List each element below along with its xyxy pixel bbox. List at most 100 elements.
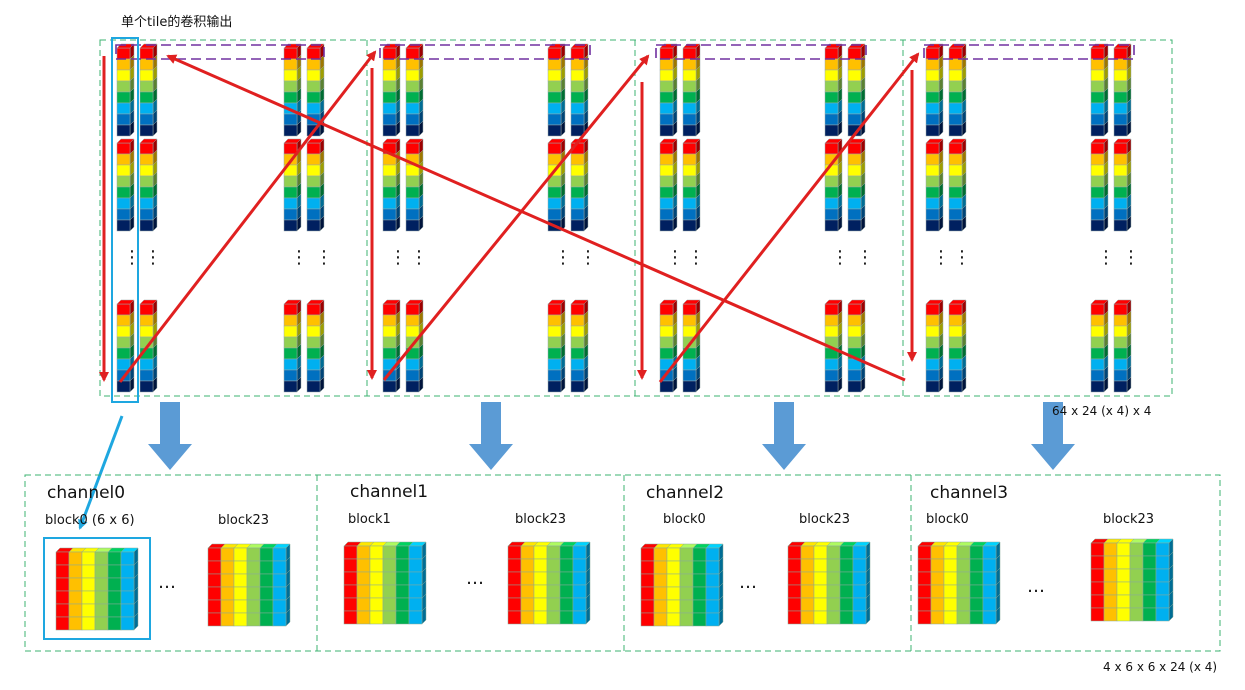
cube-face [116, 325, 131, 338]
cube-face [847, 380, 862, 393]
block-cell [679, 573, 694, 588]
cube-face [116, 102, 131, 115]
block-cell [969, 545, 984, 560]
cube-face [382, 47, 397, 60]
cube-face [824, 314, 839, 327]
cube-face [925, 380, 940, 393]
cube-face [847, 336, 862, 349]
bottom-dimension-label: 4 x 6 x 6 x 24 (x 4) [1103, 660, 1218, 674]
cube-face [925, 142, 940, 155]
block-cell [1116, 581, 1131, 596]
cube-face [306, 336, 321, 349]
cube-face [306, 91, 321, 104]
cube-face [682, 80, 697, 93]
cube-stack [824, 299, 843, 393]
block-cell [666, 586, 681, 601]
block-cell [813, 571, 828, 586]
cube-face [847, 102, 862, 115]
block-cell [956, 584, 971, 599]
block-cell [507, 610, 522, 625]
cube-top [283, 138, 302, 144]
block-cell [917, 558, 932, 573]
block-cell [1090, 542, 1105, 557]
cube-stack [948, 138, 967, 232]
cube-face [547, 314, 562, 327]
block-cell [787, 571, 802, 586]
block-cell [55, 603, 70, 618]
block-cell [839, 545, 854, 560]
cube-face [948, 80, 963, 93]
block-cell [233, 547, 248, 562]
cube-stack [682, 299, 701, 393]
row-marker [923, 44, 1135, 60]
cube-stack [547, 138, 566, 232]
cube-stack [547, 299, 566, 393]
vertical-ellipsis-group: ⋮ ⋮ ⋮ ⋮ ⋮ ⋮ ⋮ ⋮ ⋮ ⋮ ⋮ ⋮ ⋮ ⋮ ⋮ ⋮ [123, 247, 1140, 268]
cube-face [570, 314, 585, 327]
cube-face [1113, 102, 1128, 115]
cube-face [925, 91, 940, 104]
vertical-ellipsis: ⋮ [290, 247, 308, 268]
cube-face [659, 336, 674, 349]
cube-face [925, 336, 940, 349]
block-cell [356, 545, 371, 560]
block-cell [1090, 568, 1105, 583]
cube-face [306, 142, 321, 155]
cube-face [283, 358, 298, 371]
block-cell [692, 612, 707, 627]
block-cell [826, 558, 841, 573]
block-cell [1103, 581, 1118, 596]
cube-stack [405, 138, 424, 232]
cube-face [570, 197, 585, 210]
return-arrow [166, 54, 906, 382]
cube-face [1113, 164, 1128, 177]
cube-face [659, 69, 674, 82]
block-cell [930, 571, 945, 586]
cube-face [659, 153, 674, 166]
block-cell [1116, 594, 1131, 609]
cube-face [139, 102, 154, 115]
block-cell [507, 571, 522, 586]
cube-face [306, 47, 321, 60]
block-cube [343, 541, 427, 625]
cube-face [925, 164, 940, 177]
block-cell [259, 586, 274, 601]
block-cell [408, 545, 423, 560]
vertical-ellipsis: ⋮ [666, 247, 684, 268]
block-cell [640, 586, 655, 601]
block-cell [692, 547, 707, 562]
block-cell [1090, 607, 1105, 622]
block-cell [800, 558, 815, 573]
cube-face [847, 142, 862, 155]
block-cell [246, 547, 261, 562]
block-cell [507, 558, 522, 573]
cube-face [1090, 347, 1105, 360]
block-cell [395, 584, 410, 599]
cube-face [547, 208, 562, 221]
cube-face [847, 303, 862, 316]
block-cell [640, 560, 655, 575]
cube-top [847, 299, 866, 305]
block-cell [507, 545, 522, 560]
block-cube [1090, 538, 1174, 622]
block-cell [207, 573, 222, 588]
tile-frame [99, 39, 1173, 397]
cube-face [116, 153, 131, 166]
cube-face [948, 164, 963, 177]
block-cell [559, 558, 574, 573]
cube-face [948, 175, 963, 188]
block-cell [666, 560, 681, 575]
block-cell [1129, 568, 1144, 583]
cube-face [139, 91, 154, 104]
cube-face [948, 69, 963, 82]
cube-face [1113, 124, 1128, 137]
cube-face [824, 208, 839, 221]
cube-face [659, 380, 674, 393]
cube-face [682, 69, 697, 82]
cube-face [925, 369, 940, 382]
block-label: block0 [663, 512, 706, 527]
block-cell [520, 571, 535, 586]
block-cell [679, 547, 694, 562]
block-cell [666, 599, 681, 614]
cube-face [1090, 197, 1105, 210]
